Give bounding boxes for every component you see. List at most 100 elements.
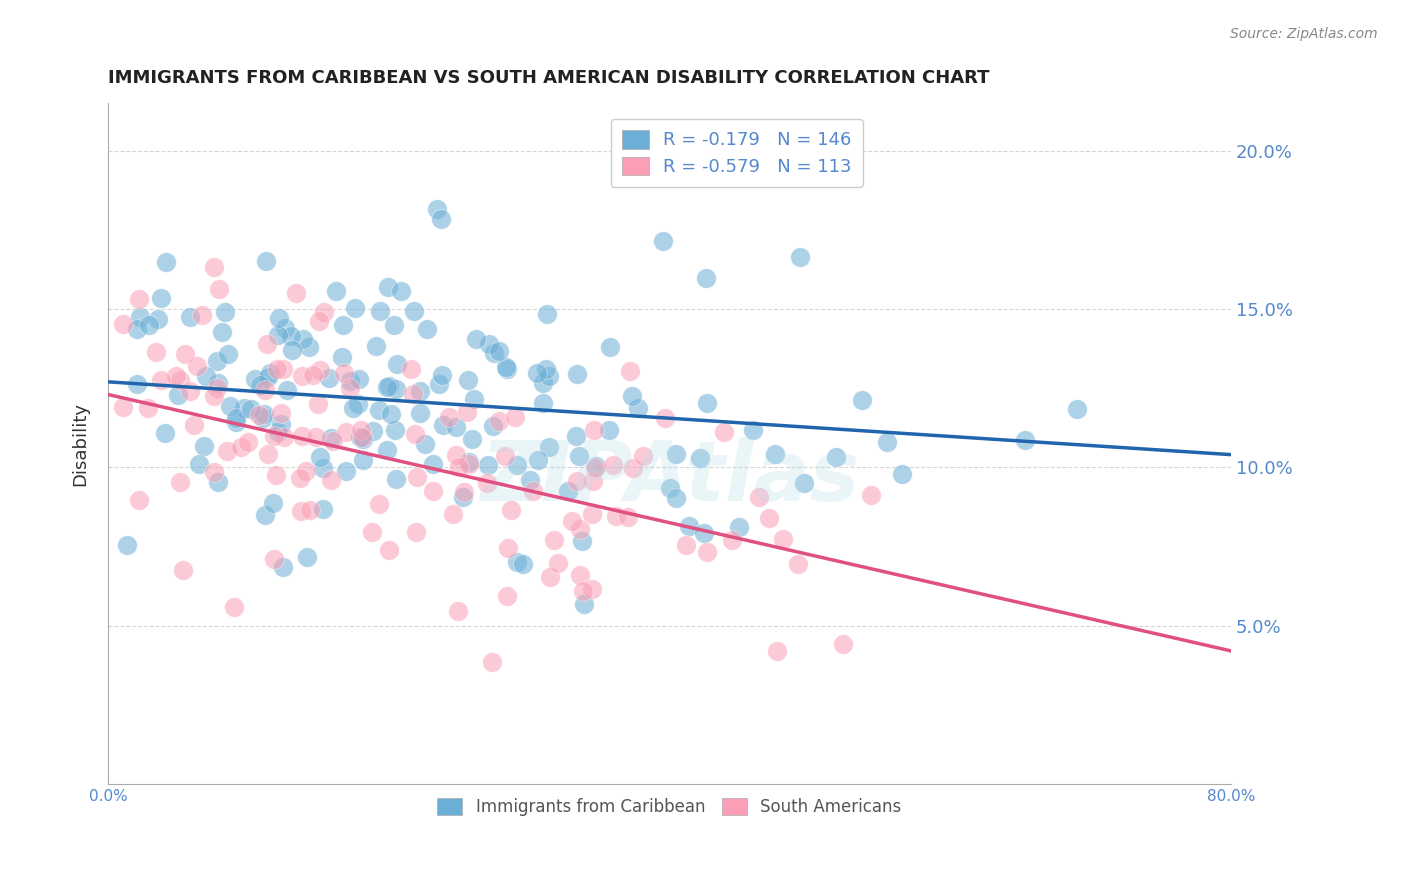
Point <box>366 339 388 353</box>
Point <box>319 431 342 445</box>
Point <box>426 202 449 217</box>
Point <box>217 444 239 458</box>
Point <box>461 433 484 447</box>
Point <box>257 447 280 461</box>
Point <box>129 310 152 324</box>
Point <box>312 502 335 516</box>
Point <box>444 419 467 434</box>
Point <box>219 400 242 414</box>
Point <box>621 389 644 403</box>
Point <box>451 490 474 504</box>
Point <box>378 378 401 392</box>
Point <box>1014 433 1036 447</box>
Point <box>325 285 347 299</box>
Point <box>361 525 384 540</box>
Point <box>572 583 595 598</box>
Point <box>522 483 544 498</box>
Point <box>155 254 177 268</box>
Point <box>413 436 436 450</box>
Point <box>312 460 335 475</box>
Point <box>437 410 460 425</box>
Point <box>252 411 274 425</box>
Point <box>416 322 439 336</box>
Point <box>422 457 444 471</box>
Point <box>297 549 319 564</box>
Point <box>298 503 321 517</box>
Point <box>748 490 770 504</box>
Point <box>565 368 588 382</box>
Point <box>720 533 742 547</box>
Point <box>368 402 391 417</box>
Point <box>825 450 848 465</box>
Point <box>347 397 370 411</box>
Point <box>787 557 810 571</box>
Point <box>793 475 815 490</box>
Point <box>202 260 225 274</box>
Point <box>256 336 278 351</box>
Point <box>695 271 717 285</box>
Point <box>208 281 231 295</box>
Point <box>481 656 503 670</box>
Point <box>202 466 225 480</box>
Point <box>831 637 853 651</box>
Point <box>264 468 287 483</box>
Point <box>169 475 191 489</box>
Point <box>495 359 517 374</box>
Point <box>267 425 290 440</box>
Point <box>519 473 541 487</box>
Point <box>385 382 408 396</box>
Point <box>349 430 371 444</box>
Point <box>172 563 194 577</box>
Point <box>571 534 593 549</box>
Point <box>598 423 620 437</box>
Point <box>262 495 284 509</box>
Point <box>890 467 912 481</box>
Point <box>302 368 325 382</box>
Point <box>115 538 138 552</box>
Point <box>565 429 588 443</box>
Point <box>621 461 644 475</box>
Point <box>506 458 529 473</box>
Point <box>404 427 426 442</box>
Point <box>583 460 606 475</box>
Point <box>263 429 285 443</box>
Point <box>543 533 565 547</box>
Point <box>503 410 526 425</box>
Point <box>499 503 522 517</box>
Point <box>602 458 624 473</box>
Point <box>191 308 214 322</box>
Point <box>352 453 374 467</box>
Point <box>538 569 561 583</box>
Point <box>378 542 401 557</box>
Point <box>205 381 228 395</box>
Point <box>449 459 471 474</box>
Point <box>652 234 675 248</box>
Point <box>352 433 374 447</box>
Point <box>281 343 304 357</box>
Point <box>195 369 218 384</box>
Point <box>368 497 391 511</box>
Point <box>457 455 479 469</box>
Point <box>557 483 579 498</box>
Point <box>138 401 160 416</box>
Point <box>173 347 195 361</box>
Point <box>335 464 357 478</box>
Point <box>236 434 259 449</box>
Point <box>427 377 450 392</box>
Point <box>253 407 276 421</box>
Point <box>339 381 361 395</box>
Point <box>193 439 215 453</box>
Point <box>211 325 233 339</box>
Point <box>153 425 176 440</box>
Point <box>343 301 366 316</box>
Point <box>605 508 627 523</box>
Point <box>484 346 506 360</box>
Point <box>678 518 700 533</box>
Point <box>257 370 280 384</box>
Point <box>318 370 340 384</box>
Point <box>405 524 427 539</box>
Point <box>125 377 148 392</box>
Point <box>402 387 425 401</box>
Point <box>496 541 519 556</box>
Point <box>456 405 478 419</box>
